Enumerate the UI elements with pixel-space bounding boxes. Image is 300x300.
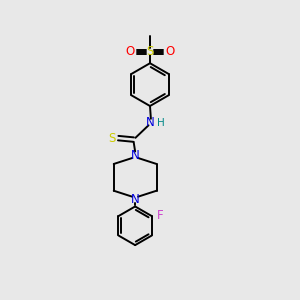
Text: H: H [157, 118, 164, 128]
Text: O: O [125, 45, 135, 58]
Text: S: S [109, 132, 116, 145]
Text: F: F [157, 209, 164, 222]
Text: S: S [146, 45, 154, 58]
Text: N: N [146, 116, 154, 129]
Text: N: N [131, 148, 140, 162]
Text: N: N [131, 193, 140, 206]
Text: O: O [165, 45, 175, 58]
